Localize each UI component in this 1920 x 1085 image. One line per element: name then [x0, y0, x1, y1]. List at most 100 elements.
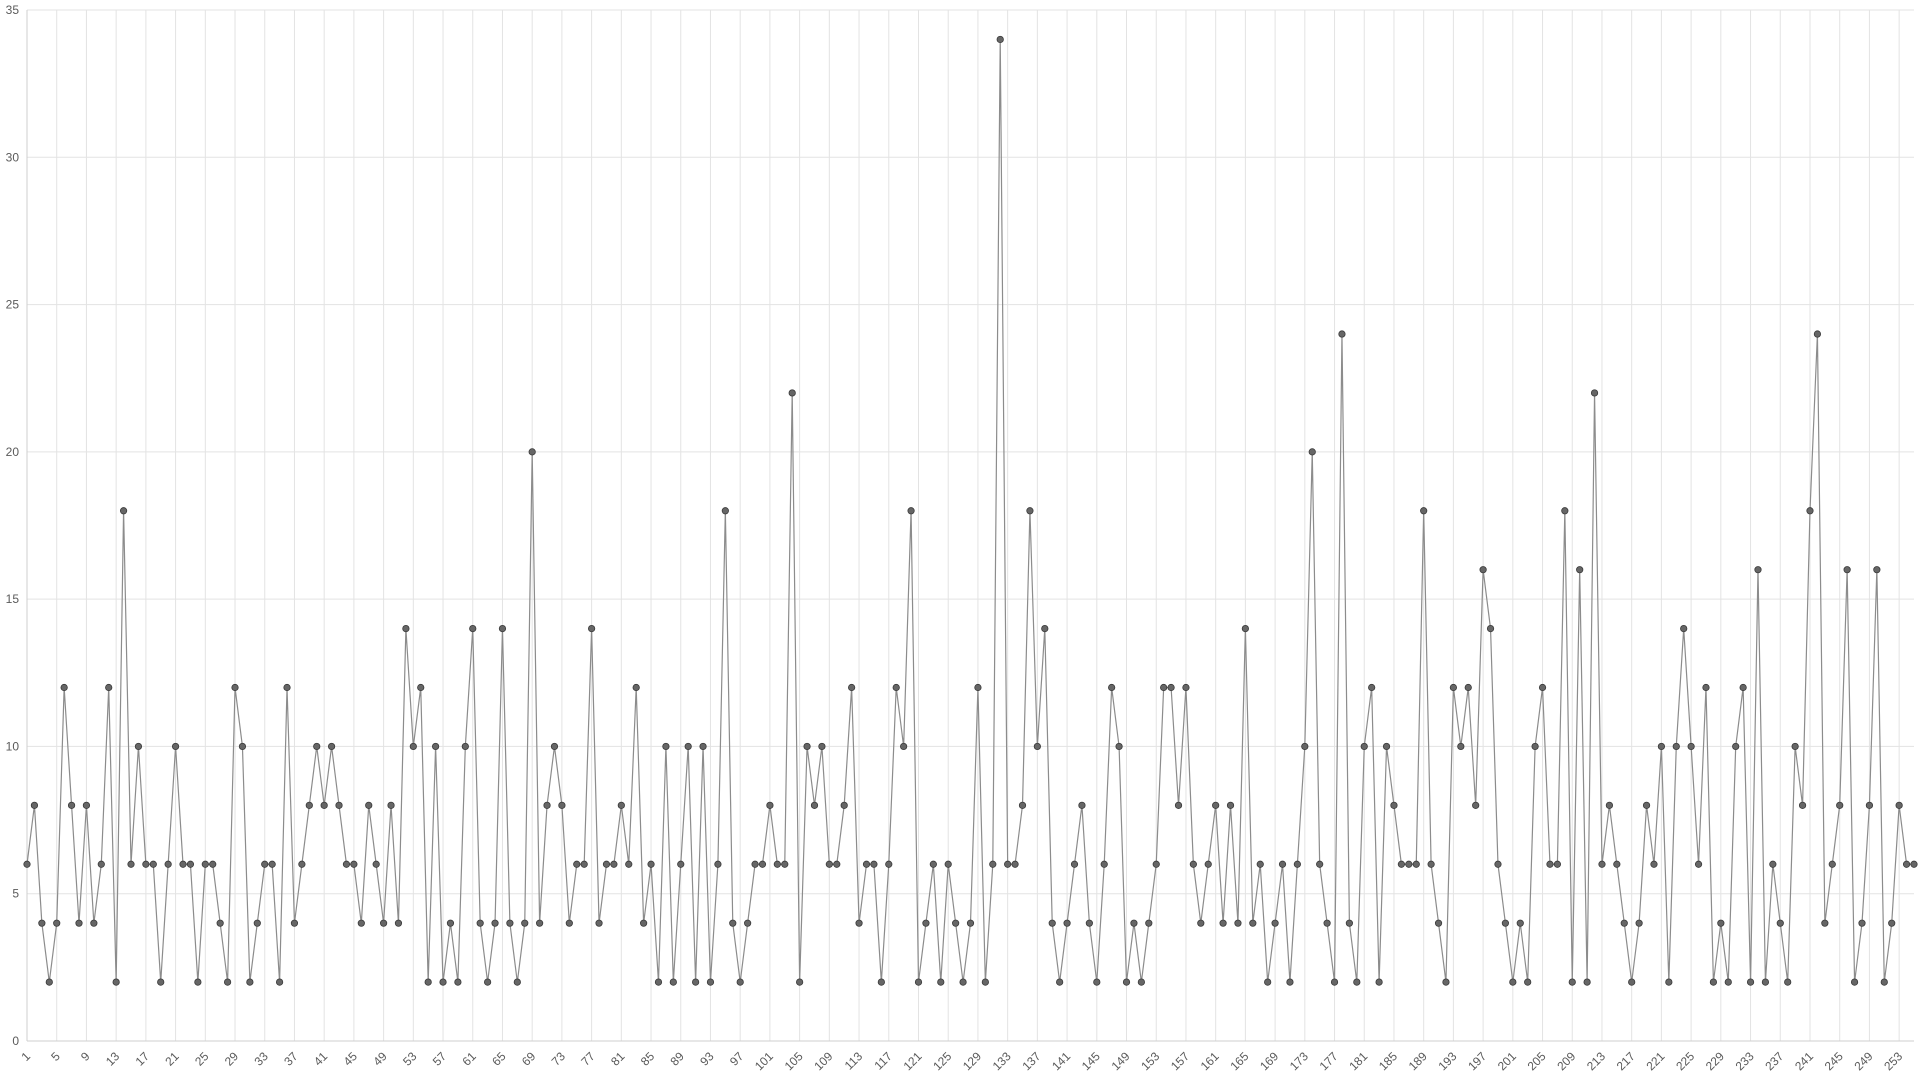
data-point[interactable] — [1115, 742, 1123, 751]
data-point[interactable] — [848, 683, 856, 692]
data-point[interactable] — [1754, 566, 1762, 574]
data-point[interactable] — [1434, 919, 1443, 927]
data-point[interactable] — [498, 624, 507, 633]
data-point[interactable] — [1724, 978, 1732, 986]
data-point[interactable] — [1368, 683, 1376, 692]
data-point[interactable] — [1078, 801, 1086, 809]
data-point[interactable] — [1798, 801, 1807, 809]
data-point[interactable] — [810, 801, 819, 809]
data-point[interactable] — [654, 978, 663, 986]
data-point[interactable] — [1048, 919, 1056, 927]
data-point[interactable] — [1880, 978, 1888, 986]
data-point[interactable] — [1828, 860, 1836, 868]
data-point[interactable] — [1197, 919, 1205, 927]
data-point[interactable] — [268, 860, 276, 868]
data-point[interactable] — [461, 742, 469, 751]
data-point[interactable] — [543, 801, 551, 809]
data-point[interactable] — [1590, 389, 1599, 397]
data-point[interactable] — [1598, 860, 1606, 868]
data-point[interactable] — [1486, 624, 1495, 633]
data-point[interactable] — [1137, 978, 1145, 986]
data-point[interactable] — [1427, 860, 1435, 868]
data-point[interactable] — [1420, 507, 1428, 515]
data-point[interactable] — [357, 919, 365, 927]
data-point[interactable] — [1063, 919, 1071, 927]
data-point[interactable] — [1665, 978, 1673, 986]
data-point[interactable] — [491, 919, 499, 927]
data-point[interactable] — [692, 978, 700, 986]
data-point[interactable] — [1041, 624, 1049, 633]
data-point[interactable] — [327, 742, 336, 751]
data-point[interactable] — [372, 860, 380, 868]
data-point[interactable] — [1865, 801, 1874, 809]
data-point[interactable] — [231, 683, 239, 692]
data-point[interactable] — [1717, 919, 1725, 927]
data-point[interactable] — [1271, 919, 1279, 927]
data-point[interactable] — [610, 860, 618, 868]
data-point[interactable] — [1234, 919, 1242, 927]
data-point[interactable] — [788, 389, 796, 397]
data-point[interactable] — [186, 860, 195, 868]
data-point[interactable] — [417, 683, 425, 692]
data-point[interactable] — [1108, 683, 1116, 692]
data-point[interactable] — [23, 860, 31, 868]
data-point[interactable] — [1219, 919, 1227, 927]
data-point[interactable] — [1746, 978, 1755, 986]
data-point[interactable] — [1160, 683, 1168, 692]
data-point[interactable] — [1308, 448, 1316, 456]
data-point[interactable] — [1850, 978, 1859, 986]
data-point[interactable] — [209, 860, 217, 868]
data-point[interactable] — [134, 742, 143, 751]
data-point[interactable] — [528, 448, 536, 456]
data-point[interactable] — [773, 860, 781, 868]
data-point[interactable] — [1018, 801, 1027, 809]
data-point[interactable] — [721, 507, 729, 515]
data-point[interactable] — [1442, 978, 1450, 986]
data-point[interactable] — [1806, 507, 1814, 515]
data-point[interactable] — [617, 801, 625, 809]
data-point[interactable] — [684, 742, 692, 751]
data-point[interactable] — [1360, 742, 1368, 751]
data-point[interactable] — [53, 919, 61, 927]
data-point[interactable] — [914, 978, 923, 986]
data-point[interactable] — [1494, 860, 1502, 868]
data-point[interactable] — [595, 919, 603, 927]
data-point[interactable] — [1145, 919, 1153, 927]
data-point[interactable] — [1011, 860, 1019, 868]
data-point[interactable] — [744, 919, 752, 927]
data-point[interactable] — [580, 860, 588, 868]
data-point[interactable] — [454, 978, 462, 986]
data-point[interactable] — [75, 919, 83, 927]
data-point[interactable] — [662, 742, 670, 751]
data-point[interactable] — [1345, 919, 1353, 927]
data-point[interactable] — [38, 919, 46, 927]
data-point[interactable] — [952, 919, 960, 927]
data-point[interactable] — [706, 978, 715, 986]
data-point[interactable] — [469, 624, 477, 633]
data-point[interactable] — [803, 742, 811, 751]
data-point[interactable] — [558, 801, 566, 809]
data-point[interactable] — [1642, 801, 1651, 809]
data-point[interactable] — [959, 978, 967, 986]
data-point[interactable] — [194, 978, 202, 986]
data-point[interactable] — [714, 860, 722, 868]
data-point[interactable] — [1301, 742, 1309, 751]
data-point[interactable] — [1761, 978, 1770, 986]
data-point[interactable] — [565, 919, 573, 927]
data-point[interactable] — [30, 801, 39, 809]
data-point[interactable] — [632, 683, 640, 692]
data-point[interactable] — [1501, 919, 1510, 927]
data-point[interactable] — [1858, 919, 1866, 927]
data-point[interactable] — [476, 919, 484, 927]
data-point[interactable] — [1576, 566, 1584, 574]
data-point[interactable] — [1605, 801, 1614, 809]
data-point[interactable] — [112, 978, 120, 986]
data-point[interactable] — [1412, 860, 1420, 868]
data-point[interactable] — [1375, 978, 1383, 986]
data-point[interactable] — [1278, 860, 1287, 868]
data-point[interactable] — [157, 978, 165, 986]
data-point[interactable] — [253, 919, 261, 927]
data-point[interactable] — [870, 860, 878, 868]
data-point[interactable] — [1397, 860, 1405, 868]
data-point[interactable] — [171, 742, 180, 751]
